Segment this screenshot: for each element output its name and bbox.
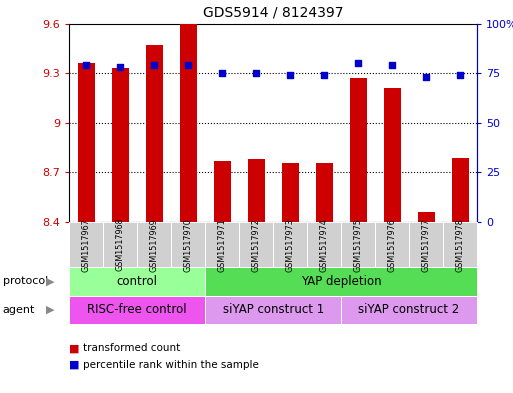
Text: siYAP construct 2: siYAP construct 2 [359, 303, 460, 316]
Bar [78, 63, 95, 222]
Text: GSM1517978: GSM1517978 [456, 218, 465, 272]
Bar [384, 88, 401, 222]
Text: control: control [117, 275, 157, 288]
Text: GSM1517968: GSM1517968 [116, 218, 125, 272]
Bar [350, 78, 367, 222]
Point [184, 62, 192, 68]
Bar [180, 22, 196, 222]
Bar [112, 68, 129, 222]
Text: GSM1517970: GSM1517970 [184, 218, 193, 272]
Text: transformed count: transformed count [83, 343, 181, 353]
Text: GSM1517967: GSM1517967 [82, 218, 91, 272]
Point [252, 70, 260, 76]
Text: siYAP construct 1: siYAP construct 1 [223, 303, 324, 316]
Text: GSM1517975: GSM1517975 [353, 218, 363, 272]
Point [320, 72, 328, 78]
Bar [146, 45, 163, 222]
Text: percentile rank within the sample: percentile rank within the sample [83, 360, 259, 370]
Point [456, 72, 464, 78]
Bar [451, 158, 468, 222]
Bar [418, 212, 435, 222]
Text: GSM1517974: GSM1517974 [320, 218, 329, 272]
Text: ■: ■ [69, 360, 80, 370]
Point [286, 72, 294, 78]
Text: GSM1517976: GSM1517976 [388, 218, 397, 272]
Bar [282, 163, 299, 222]
Point [116, 64, 124, 70]
Text: agent: agent [3, 305, 35, 315]
Text: GSM1517971: GSM1517971 [218, 218, 227, 272]
Bar [248, 159, 265, 222]
Bar [214, 161, 231, 222]
Bar [315, 163, 332, 222]
Text: GSM1517972: GSM1517972 [252, 218, 261, 272]
Point [218, 70, 226, 76]
Point [422, 74, 430, 80]
Text: GSM1517969: GSM1517969 [150, 218, 159, 272]
Point [150, 62, 159, 68]
Text: YAP depletion: YAP depletion [301, 275, 382, 288]
Text: protocol: protocol [3, 276, 48, 286]
Point [82, 62, 90, 68]
Title: GDS5914 / 8124397: GDS5914 / 8124397 [203, 6, 343, 20]
Text: ▶: ▶ [46, 276, 54, 286]
Text: GSM1517973: GSM1517973 [286, 218, 294, 272]
Text: ▶: ▶ [46, 305, 54, 315]
Text: RISC-free control: RISC-free control [87, 303, 187, 316]
Point [354, 60, 362, 66]
Text: GSM1517977: GSM1517977 [422, 218, 430, 272]
Point [388, 62, 396, 68]
Text: ■: ■ [69, 343, 80, 353]
